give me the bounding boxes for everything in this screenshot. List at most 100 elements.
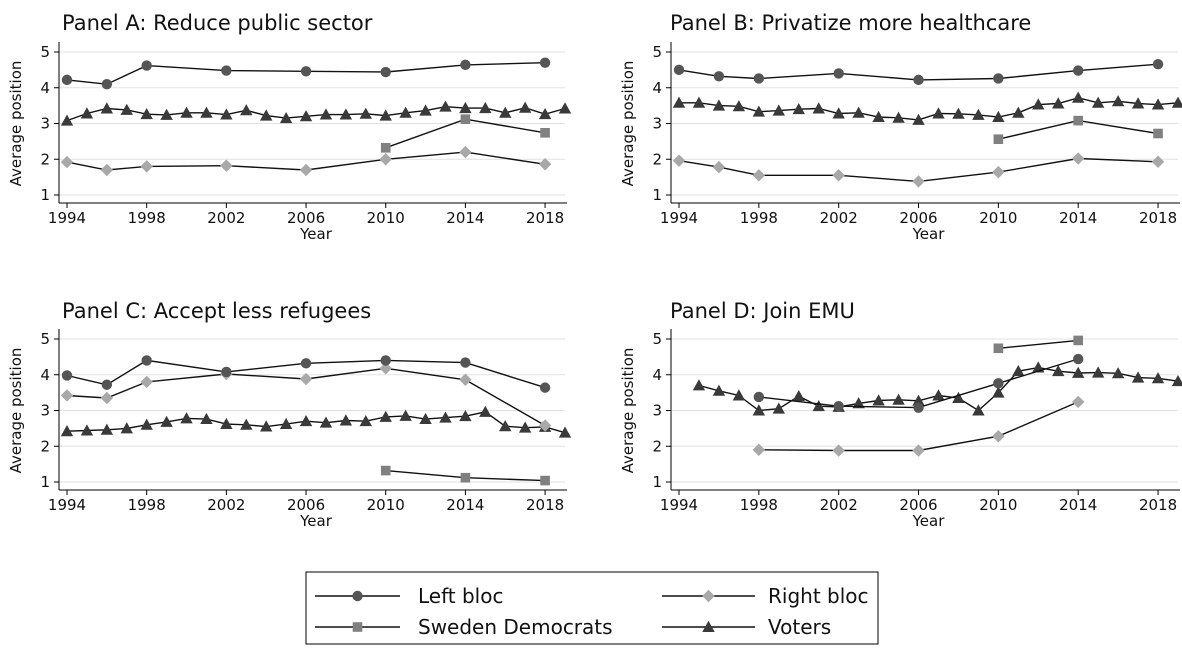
panel-b-x-tick-label: 2014 [1059, 209, 1097, 227]
panel-b-left-bloc-point [1152, 58, 1164, 70]
panel-c-voters-point [299, 415, 313, 427]
panel-a-right-bloc-point [379, 153, 392, 166]
panel-c-voters-point [339, 414, 353, 426]
panel-c-y-tick-label: 2 [40, 437, 50, 455]
panel-b-title: Panel B: Privatize more healthcare [670, 11, 1031, 35]
panel-a-voters-point [60, 114, 74, 126]
panel-a-right-bloc-point [60, 155, 74, 169]
panel-b-x-tick-label: 2006 [899, 209, 937, 227]
panel-a-voters-point [140, 108, 153, 120]
panel-b-y-axis-title: Average position [619, 61, 637, 187]
panel-d-sweden-democrats-point [993, 343, 1004, 354]
panel-b-voters-point [1072, 91, 1085, 103]
panel-c-voters-point [180, 412, 193, 424]
panel-a-x-axis-title: Year [299, 225, 333, 243]
panel-a-left-bloc-line [66, 62, 546, 85]
panel-c-voters-point [359, 415, 372, 427]
panel-c-sweden-democrats-point [460, 472, 471, 483]
panel-c-right-bloc-point [379, 362, 392, 375]
panel-a-right-bloc-point [538, 158, 552, 171]
panel-b-right-bloc-point [752, 169, 766, 182]
panel-a-left-bloc-point [141, 60, 152, 71]
panel-a-right-bloc-point [220, 159, 233, 172]
panel-c-left-bloc-point [380, 355, 391, 366]
panel-c-voters-point [140, 418, 153, 430]
panel-a-voters-point [279, 111, 293, 124]
panel-c-title: Panel C: Accept less refugees [62, 299, 371, 323]
panel-c-x-tick-label: 2006 [287, 496, 325, 514]
panel-c-left-bloc-point [61, 370, 73, 381]
panel-b-right-bloc-point [1151, 155, 1165, 168]
panel-b-voters-point [812, 102, 825, 114]
panel-b-right-bloc-point [712, 160, 726, 174]
panel-c-x-tick-label: 2010 [367, 496, 405, 514]
panel-d-y-axis-title: Average position [619, 348, 637, 474]
panel-d-x-tick-label: 2018 [1139, 496, 1177, 514]
panel-c-voters-point [279, 417, 293, 430]
panel-d-voters-point [1171, 374, 1182, 387]
panel-a-x-tick-label: 2006 [287, 209, 325, 227]
panel-a-x-tick-label: 1994 [48, 209, 86, 227]
panel-b-right-bloc-point [672, 154, 686, 167]
panel-a-right-bloc-line [66, 151, 546, 171]
panel-a-voters-point [419, 104, 432, 116]
panel-c-voters-point [518, 421, 532, 433]
panel-b: Panel B: Privatize more healthcare 1 2 3 4 5 1… [619, 11, 1182, 243]
panel-d-voters-point [1111, 367, 1125, 379]
panel-d: Panel D: Join EMU 1 2 3 4 5 1994 1998 2002 2006 20… [619, 299, 1182, 530]
panel-d-voters-point [712, 384, 726, 396]
panel-d-voters-point [892, 393, 905, 405]
panel-c-voters-point [220, 417, 233, 430]
panel-a-y-tick-label: 4 [40, 79, 50, 97]
panel-d-y-tick-label: 5 [652, 330, 662, 348]
panel-d-voters-point [952, 391, 965, 403]
panel-c-left-bloc-point [141, 355, 152, 366]
panel-d-right-bloc-point [1072, 395, 1085, 409]
panel-d-voters-point [992, 386, 1005, 398]
panel-c-voters-point [499, 420, 512, 432]
panel-b-y-tick-label: 5 [652, 43, 662, 61]
panel-a-y-tick-label: 1 [40, 186, 50, 204]
panel-b-series-sweden-democrats [993, 115, 1163, 145]
panel-d-voters-point [772, 402, 785, 414]
panel-a-voters-point [518, 101, 532, 113]
panel-b-left-bloc-point [993, 73, 1004, 84]
panel-c-left-bloc-point [460, 357, 471, 368]
panel-a-x-tick-label: 2014 [446, 209, 484, 227]
legend-label: Right bloc [768, 584, 869, 608]
panel-a-voters-point [319, 108, 333, 120]
panel-a-voters-point [100, 102, 114, 114]
panel-d-sweden-democrats-line [998, 339, 1079, 349]
panel-a-voters-point [459, 101, 472, 114]
panel-a-voters-point [558, 102, 572, 114]
panel-b-left-bloc-point [713, 71, 725, 82]
panel-d-voters-point [912, 394, 925, 406]
panel-a-series-left-bloc [61, 57, 551, 90]
panel-b-x-tick-label: 1994 [660, 209, 698, 227]
panel-a-voters-point [499, 106, 512, 118]
panel-a-right-bloc-point [140, 160, 153, 173]
legend-items: Left bloc Right bloc Sweden Democrats Voter… [315, 584, 869, 639]
panel-c-x-tick-label: 2018 [526, 496, 564, 514]
panel-d-y-tick-label: 1 [652, 473, 662, 491]
panel-b-voters-point [1171, 96, 1182, 108]
panel-d-voters-point [752, 404, 766, 416]
panel-b-left-bloc-line [678, 63, 1159, 81]
panel-a-x-tick-label: 2002 [207, 209, 245, 227]
panel-b-voters-point [692, 96, 706, 108]
panel-a-x-tick-label: 2010 [367, 209, 405, 227]
panel-a-series-right-bloc [60, 145, 552, 177]
panel-c-voters-point [319, 416, 333, 428]
panel-d-voters-point [1012, 364, 1025, 377]
panel-a-sweden-democrats-point [460, 114, 471, 125]
panel-a-y-axis-title: Average position [7, 61, 25, 187]
panel-b-voters-point [1052, 97, 1065, 109]
legend-circle-marker [352, 590, 363, 602]
panel-c-voters-point [260, 420, 273, 432]
panel-c-voters-point [419, 412, 432, 425]
panel-b-y-tick-label: 1 [652, 186, 662, 204]
panel-c-x-tick-label: 1998 [128, 496, 166, 514]
panel-d-voters-point [932, 389, 945, 401]
panel-c-right-bloc-point [459, 373, 472, 386]
panel-b-voters-point [952, 107, 965, 119]
